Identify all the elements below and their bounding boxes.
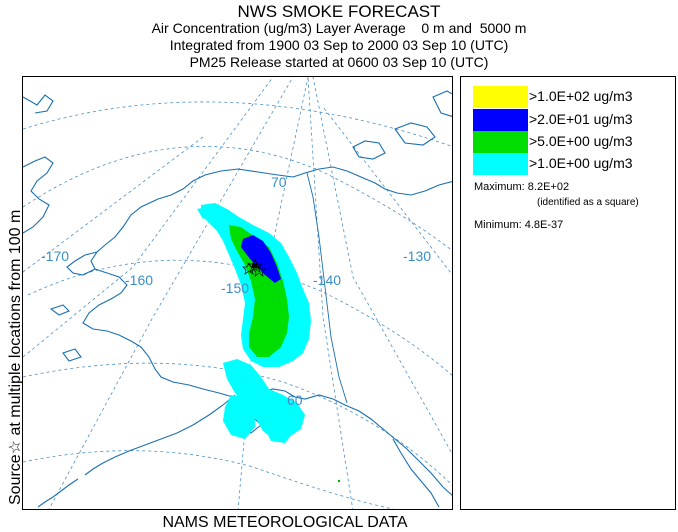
grid-label-lon-140: -140 xyxy=(313,272,341,288)
grid-label-lat-70: 70 xyxy=(271,174,287,190)
arctic-canada-coast xyxy=(292,166,452,196)
latitude-line-75 xyxy=(23,101,452,147)
legend-label-cyan: >1.0E+00 ug/m3 xyxy=(529,155,633,171)
legend-swatch-yellow xyxy=(473,86,528,108)
longitude-line-180 xyxy=(23,136,204,273)
arctic-island-2 xyxy=(394,122,436,146)
plume-blue xyxy=(241,235,281,283)
maximum-note: (identified as a square) xyxy=(537,197,639,208)
grid-label-lat-60: 60 xyxy=(287,392,303,408)
plume-cyan-peninsula xyxy=(223,395,255,439)
integration-period: Integrated from 1900 03 Sep to 2000 03 S… xyxy=(169,37,509,53)
legend-label-green: >5.0E+00 ug/m3 xyxy=(529,133,633,149)
release-info: PM25 Release started at 0600 03 Sep 10 (… xyxy=(189,54,489,70)
grid-label-lon-170: -170 xyxy=(41,248,69,264)
smoke-map[interactable]: 70 60 -170 -160 -150 -140 -130 xyxy=(23,77,453,510)
st-lawrence-island xyxy=(49,304,70,316)
data-source-footer: NAMS METEOROLOGICAL DATA xyxy=(162,514,408,531)
grid-label-lon-150: -150 xyxy=(221,280,249,296)
arctic-island-3 xyxy=(432,90,452,117)
latitude-line-60 xyxy=(23,362,452,486)
maximum-square-marker xyxy=(252,263,257,268)
plume-cyan-west xyxy=(197,207,211,219)
maximum-value: Maximum: 8.2E+02 xyxy=(474,181,570,193)
gulf-of-alaska-coast xyxy=(244,388,452,496)
latitude-line-55 xyxy=(23,450,395,509)
arctic-island-1 xyxy=(352,140,386,160)
isolated-plume-point xyxy=(337,479,341,483)
legend-panel: >1.0E+02 ug/m3 >2.0E+01 ug/m3 >5.0E+00 u… xyxy=(460,76,676,510)
latitude-line-70 xyxy=(23,146,452,251)
wrangel-coast xyxy=(23,94,54,114)
map-panel[interactable]: 70 60 -170 -160 -150 -140 -130 xyxy=(22,76,453,510)
legend-swatch-blue xyxy=(473,109,528,131)
se-alaska-panhandle xyxy=(392,438,440,508)
plume-cyan-gulf xyxy=(265,417,293,443)
grid-label-lon-160: -160 xyxy=(125,272,153,288)
alaska-canada-border xyxy=(306,172,348,404)
chukotka-coast xyxy=(23,156,54,234)
plume-green-main xyxy=(229,225,289,357)
aleutian-islands xyxy=(37,478,79,508)
legend-swatch-cyan xyxy=(473,153,528,175)
alaska-peninsula xyxy=(84,394,236,476)
legend-label-yellow: >1.0E+02 ug/m3 xyxy=(529,88,633,104)
longitude-line-160 xyxy=(48,77,294,509)
legend-label-blue: >2.0E+01 ug/m3 xyxy=(529,111,633,127)
longitude-line-130 xyxy=(312,77,452,455)
minimum-value: Minimum: 4.8E-37 xyxy=(474,219,564,231)
seward-peninsula xyxy=(66,251,98,276)
concentration-subtitle: Air Concentration (ug/m3) Layer Average … xyxy=(151,20,527,36)
grid-labels: 70 60 -170 -160 -150 -140 -130 xyxy=(41,174,431,408)
source-star-3 xyxy=(252,264,266,277)
legend-swatch-green xyxy=(473,131,528,153)
coastlines xyxy=(23,90,452,508)
latitude-lines xyxy=(23,101,452,509)
grid-label-lon-130: -130 xyxy=(403,248,431,264)
plume-cyan-south xyxy=(223,359,305,439)
alaska-west-coast xyxy=(82,168,294,400)
longitude-line-140 xyxy=(307,77,354,509)
forecast-title: NWS SMOKE FORECAST xyxy=(237,2,441,21)
longitude-line-120 xyxy=(322,106,452,276)
nunivak-island xyxy=(62,348,82,362)
